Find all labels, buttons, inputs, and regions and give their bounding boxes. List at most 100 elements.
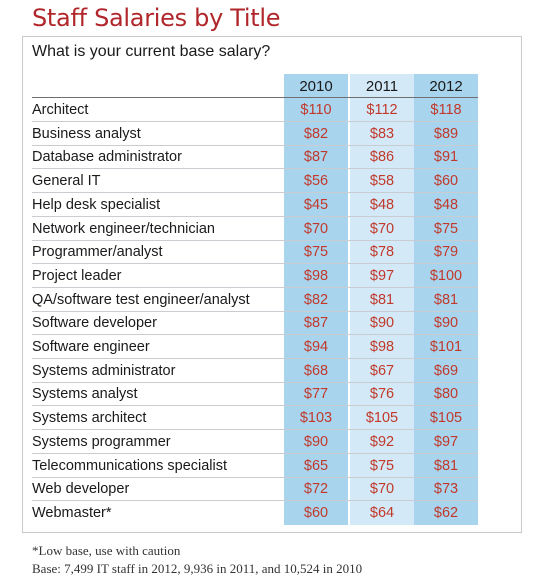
table-row: Architect $110 $112 $118 — [0, 98, 537, 122]
footnote-caution: *Low base, use with caution — [32, 543, 181, 558]
row-label: Telecommunications specialist — [32, 457, 228, 474]
row-divider — [32, 215, 478, 217]
row-divider — [32, 263, 478, 265]
column-band-2011 — [350, 74, 414, 525]
row-divider — [32, 500, 478, 502]
row-divider — [32, 429, 478, 431]
row-label: QA/software test engineer/analyst — [32, 291, 250, 308]
salary-cell: $92 — [369, 433, 395, 450]
salary-cell: $81 — [369, 291, 395, 308]
salary-cell: $82 — [303, 291, 329, 308]
salary-cell: $118 — [430, 102, 462, 118]
salary-cell: $70 — [369, 481, 395, 498]
table-row: General IT $56 $58 $60 — [0, 169, 537, 194]
column-band-2010 — [284, 74, 348, 525]
salary-cell: $68 — [303, 362, 329, 379]
row-divider — [32, 239, 478, 241]
salary-cell: $72 — [303, 481, 329, 498]
salary-cell: $78 — [369, 244, 395, 261]
salary-cell: $86 — [369, 149, 395, 166]
table-row: Systems programmer $90 $92 $97 — [0, 430, 537, 454]
row-divider — [32, 358, 478, 359]
row-divider — [32, 286, 478, 288]
salary-cell: $98 — [303, 267, 329, 284]
salary-cell: $87 — [303, 149, 329, 166]
row-label: General IT — [32, 173, 101, 190]
row-divider — [32, 192, 478, 194]
row-divider — [32, 381, 478, 383]
row-divider — [32, 405, 478, 407]
row-label: Business analyst — [32, 125, 141, 142]
salary-cell: $80 — [433, 386, 459, 403]
salary-cell: $81 — [433, 291, 459, 308]
table-row: Web developer $72 $70 $73 — [0, 477, 537, 502]
table-row: Network engineer/technician $70 $70 $75 — [0, 217, 537, 241]
table-row: Help desk specialist $45 $48 $48 — [0, 193, 537, 217]
row-label: Database administrator — [32, 149, 182, 166]
row-label: Network engineer/technician — [32, 220, 215, 237]
salary-cell: $110 — [300, 102, 332, 118]
column-header: 2011 — [365, 78, 399, 95]
salary-cell: $97 — [369, 267, 395, 284]
salary-cell: $48 — [433, 196, 459, 213]
salary-cell: $64 — [369, 504, 395, 521]
table-row: Webmaster* $60 $64 $62 — [0, 501, 537, 525]
table-row: Systems administrator $68 $67 $69 — [0, 359, 537, 383]
column-header: 2010 — [299, 78, 333, 95]
row-label: Systems architect — [32, 410, 147, 427]
chart-subtitle: What is your current base salary? — [32, 43, 271, 60]
salary-cell: $75 — [303, 244, 329, 261]
salary-cell: $67 — [369, 362, 395, 379]
salary-cell: $97 — [433, 433, 459, 450]
table-row: Programmer/analyst $75 $78 $79 — [0, 240, 537, 265]
row-label: Webmaster* — [32, 504, 112, 521]
row-label: Software engineer — [32, 339, 150, 355]
row-label: Project leader — [32, 267, 122, 284]
row-divider — [32, 168, 478, 170]
row-label: Web developer — [32, 481, 130, 498]
row-divider — [32, 452, 478, 454]
row-label: Programmer/analyst — [32, 244, 163, 261]
salary-cell: $105 — [429, 410, 463, 427]
salary-cell: $48 — [369, 196, 395, 213]
salary-cell: $83 — [369, 125, 395, 142]
salary-cell: $103 — [299, 410, 333, 427]
row-divider — [32, 121, 478, 122]
salary-cell: $75 — [369, 457, 395, 474]
column-band-2012 — [414, 74, 478, 525]
row-label: Help desk specialist — [32, 196, 161, 213]
salary-cell: $94 — [303, 339, 329, 355]
salary-cell: $90 — [303, 433, 329, 450]
salary-cell: $73 — [433, 481, 459, 498]
salary-cell: $69 — [433, 362, 459, 379]
table-row: Telecommunications specialist $65 $75 $81 — [0, 454, 537, 478]
salary-cell: $45 — [303, 196, 329, 213]
salary-cell: $101 — [429, 339, 463, 355]
salary-cell: $105 — [365, 410, 399, 427]
salary-cell: $75 — [433, 220, 459, 237]
salary-cell: $60 — [303, 504, 329, 521]
row-label: Software developer — [32, 315, 157, 332]
table-row: Business analyst $82 $83 $89 — [0, 122, 537, 146]
salary-cell: $98 — [369, 339, 395, 355]
salary-cell: $65 — [303, 457, 329, 474]
salary-cell: $91 — [433, 149, 459, 166]
row-label: Systems programmer — [32, 433, 171, 450]
chart-title: Staff Salaries by Title — [32, 4, 281, 32]
salary-cell: $82 — [303, 125, 329, 142]
salary-cell: $77 — [303, 386, 329, 403]
row-divider — [32, 476, 478, 478]
table-row: Software developer $87 $90 $90 — [0, 311, 537, 336]
table-row: Database administrator $87 $86 $91 — [0, 145, 537, 170]
salary-cell: $89 — [433, 125, 459, 142]
table-row: Software engineer $94 $98 $101 — [0, 335, 537, 359]
row-label: Architect — [32, 102, 89, 118]
salary-cell: $90 — [433, 315, 459, 332]
row-divider — [32, 334, 478, 336]
salary-cell: $79 — [433, 244, 459, 261]
salary-cell: $81 — [433, 457, 459, 474]
table-row: Project leader $98 $97 $100 — [0, 264, 537, 288]
table-row: Systems analyst $77 $76 $80 — [0, 382, 537, 407]
row-divider — [32, 310, 478, 312]
salary-cell: $60 — [433, 173, 459, 190]
